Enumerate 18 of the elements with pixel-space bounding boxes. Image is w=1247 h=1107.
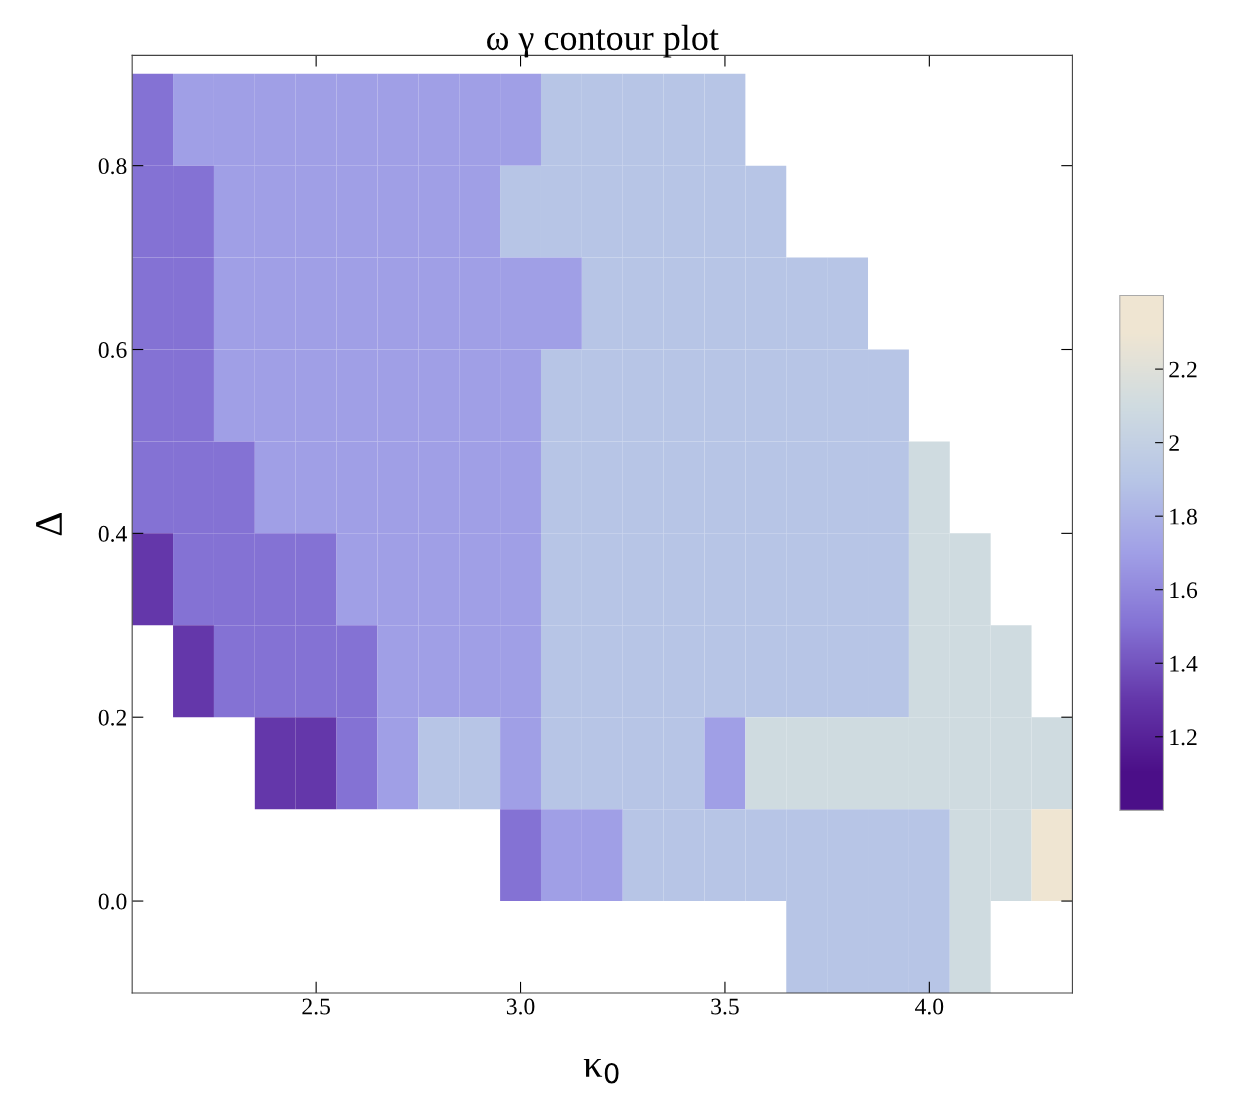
color-bar-label: 2.2: [1169, 361, 1197, 378]
y-tick-label: 0.0: [98, 893, 127, 910]
y-tick-label: 0.4: [98, 525, 127, 542]
color-bar-label: 2: [1169, 435, 1179, 451]
y-axis-title: Δ: [36, 513, 62, 536]
color-bar-label: 1.2: [1170, 729, 1197, 746]
x-tick-label: 3.0: [506, 998, 535, 1015]
chart-title: ω γ contour plot: [487, 24, 719, 58]
y-tick-label: 0.6: [98, 342, 127, 359]
x-axis-title: κ$_{0}$: [583, 1058, 619, 1084]
y-tick-label: 0.8: [98, 158, 127, 175]
color-bar-label: 1.6: [1170, 582, 1198, 599]
color-bar-label: 1.4: [1170, 655, 1198, 672]
x-tick-label: 3.5: [711, 998, 739, 1015]
x-tick-label: 4.0: [915, 998, 944, 1015]
y-tick-label: 0.2: [98, 709, 127, 726]
x-tick-label: 2.5: [302, 998, 330, 1015]
color-bar-label: 1.8: [1170, 508, 1197, 525]
